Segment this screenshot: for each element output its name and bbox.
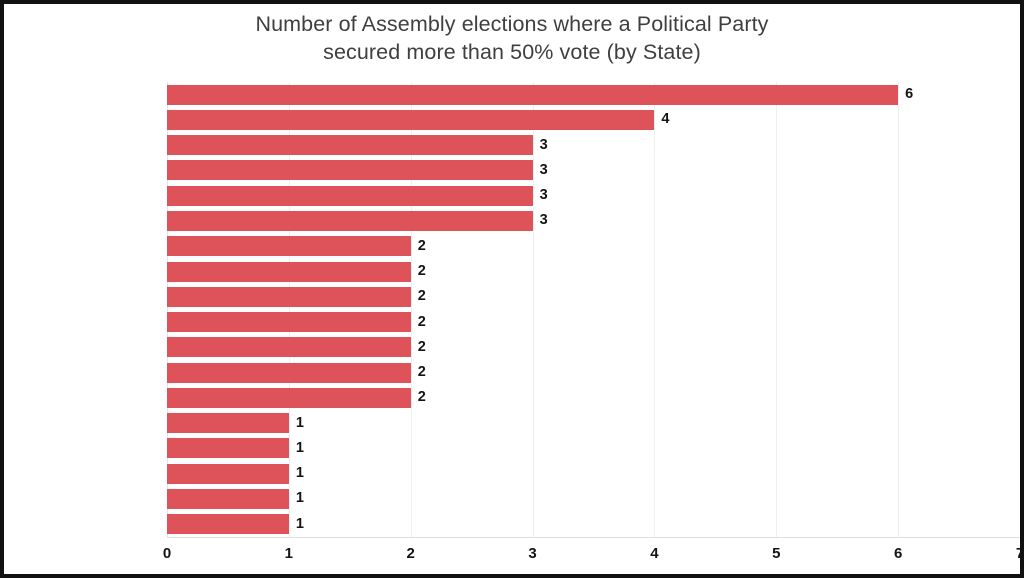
gridline xyxy=(288,82,290,537)
bar[interactable] xyxy=(167,84,899,105)
x-tick-label: 0 xyxy=(162,545,172,562)
bar[interactable] xyxy=(167,210,533,231)
chart-canvas: Number of Assembly elections where a Pol… xyxy=(4,4,1020,574)
bar-value-label: 2 xyxy=(417,288,426,305)
bar-row[interactable]: 2 xyxy=(167,310,1020,335)
bar[interactable] xyxy=(167,236,411,257)
bar-row[interactable]: 2 xyxy=(167,385,1020,410)
x-tick-label: 5 xyxy=(772,545,781,562)
bar-value-label: 3 xyxy=(539,161,548,178)
bar-row[interactable]: 3 xyxy=(167,158,1020,183)
chart-title: Number of Assembly elections where a Pol… xyxy=(255,12,769,64)
bar-value-label: 3 xyxy=(539,187,548,204)
bar-row[interactable]: 2 xyxy=(167,234,1020,259)
bar-value-label: 2 xyxy=(417,262,426,279)
gridline xyxy=(1020,82,1021,537)
x-tick-label: 1 xyxy=(284,545,294,562)
bar-row[interactable]: 2 xyxy=(167,335,1020,360)
bar-value-label: 1 xyxy=(295,515,304,532)
bar-row[interactable]: 2 xyxy=(167,284,1020,309)
bar-value-label: 1 xyxy=(295,414,304,431)
bar-value-label: 1 xyxy=(295,465,304,482)
bar[interactable] xyxy=(167,337,411,358)
gridline xyxy=(776,82,778,537)
bar-value-label: 2 xyxy=(417,313,426,330)
bar-row[interactable]: 6 xyxy=(167,82,1020,107)
bar[interactable] xyxy=(167,160,533,181)
bar-row[interactable]: 2 xyxy=(167,360,1020,385)
bar-row[interactable]: 3 xyxy=(167,208,1020,233)
gridline xyxy=(898,82,900,537)
x-tick-label: 3 xyxy=(528,545,537,562)
bar[interactable] xyxy=(167,312,411,333)
bar[interactable] xyxy=(167,514,289,535)
bar-value-label: 4 xyxy=(661,111,670,128)
plot-area: 6 4 3 3 3 3 2 2 2 2 2 2 2 1 1 1 1 1 xyxy=(167,82,1020,537)
bar-row[interactable]: 3 xyxy=(167,133,1020,158)
gridline xyxy=(410,82,412,537)
bar-row[interactable]: 1 xyxy=(167,461,1020,486)
bar-value-label: 6 xyxy=(905,86,914,102)
bar[interactable] xyxy=(167,413,289,434)
bar[interactable] xyxy=(167,109,655,130)
bar-value-label: 3 xyxy=(539,136,548,153)
bar-value-label: 2 xyxy=(417,338,426,355)
axis-baseline xyxy=(167,82,168,537)
bar[interactable] xyxy=(167,135,533,156)
gridline xyxy=(532,82,534,537)
x-axis-line xyxy=(167,537,1020,538)
bar[interactable] xyxy=(167,286,411,307)
bar-row[interactable]: 2 xyxy=(167,259,1020,284)
x-tick-label: 2 xyxy=(406,545,415,562)
x-tick-label: 4 xyxy=(650,545,659,562)
bar[interactable] xyxy=(167,438,289,459)
x-tick-label: 6 xyxy=(893,545,903,562)
bar-value-label: 3 xyxy=(539,212,548,229)
bar[interactable] xyxy=(167,489,289,510)
bar-value-label: 2 xyxy=(417,364,426,381)
bar-value-label: 1 xyxy=(295,439,304,456)
bar[interactable] xyxy=(167,387,411,408)
bar[interactable] xyxy=(167,261,411,282)
bar-value-label: 1 xyxy=(295,490,304,507)
bar[interactable] xyxy=(167,362,411,383)
bar-row[interactable]: 3 xyxy=(167,183,1020,208)
bar-value-label: 2 xyxy=(417,237,426,254)
bar-row[interactable]: 1 xyxy=(167,411,1020,436)
bar-row[interactable]: 1 xyxy=(167,512,1020,537)
x-tick-label: 7 xyxy=(1015,545,1024,562)
bar[interactable] xyxy=(167,463,289,484)
bar-value-label: 2 xyxy=(417,389,426,406)
bar-row[interactable]: 1 xyxy=(167,436,1020,461)
gridline xyxy=(654,82,656,537)
bar-row[interactable]: 1 xyxy=(167,486,1020,511)
bar-row[interactable]: 4 xyxy=(167,107,1020,132)
bar[interactable] xyxy=(167,185,533,206)
